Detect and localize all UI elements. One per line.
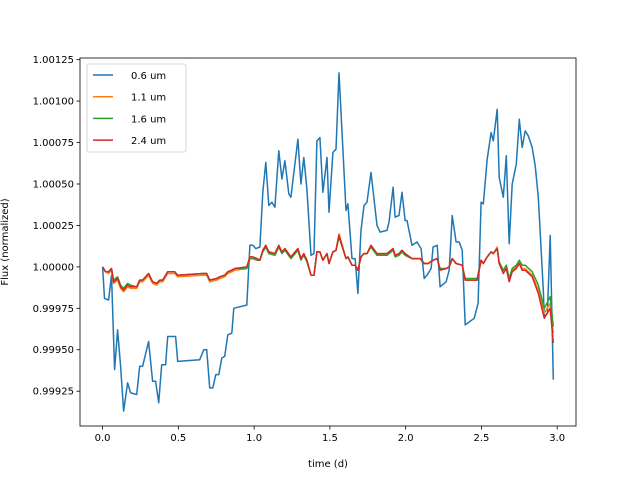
y-axis-ticks: 0.99925 0.99950 0.99975 1.00000 1.00025 1.000… xyxy=(33,55,80,398)
legend-label: 0.6 um xyxy=(131,71,166,82)
x-tick-label: 2.0 xyxy=(398,433,414,444)
legend-label: 2.4 um xyxy=(131,136,166,147)
x-tick-label: 3.0 xyxy=(549,433,565,444)
y-tick-label: 1.00100 xyxy=(33,97,74,108)
x-tick-label: 0.5 xyxy=(170,433,186,444)
legend-label: 1.1 um xyxy=(131,93,166,104)
x-tick-label: 0.0 xyxy=(95,433,111,444)
y-axis-label: Flux (normalized) xyxy=(0,198,11,285)
x-tick-label: 1.0 xyxy=(246,433,262,444)
x-axis-ticks: 0.0 0.5 1.0 1.5 2.0 2.5 3.0 xyxy=(95,426,565,444)
y-tick-label: 1.00075 xyxy=(33,138,74,149)
y-tick-label: 1.00000 xyxy=(33,262,74,273)
y-tick-label: 0.99975 xyxy=(33,304,74,315)
y-tick-label: 0.99950 xyxy=(33,345,74,356)
y-tick-label: 0.99925 xyxy=(33,387,74,398)
y-tick-label: 1.00050 xyxy=(33,179,74,190)
x-tick-label: 1.5 xyxy=(322,433,338,444)
series-line-0-6-um xyxy=(101,72,555,412)
series-lines xyxy=(101,72,555,412)
x-tick-label: 2.5 xyxy=(473,433,489,444)
legend: 0.6 um 1.1 um 1.6 um 2.4 um xyxy=(86,63,187,153)
axes-frame xyxy=(79,57,577,427)
y-tick-label: 1.00125 xyxy=(33,55,74,66)
y-tick-label: 1.00025 xyxy=(33,221,74,232)
legend-label: 1.6 um xyxy=(131,114,166,125)
x-axis-label: time (d) xyxy=(308,459,348,470)
series-line-2-4-um xyxy=(101,234,555,344)
legend-box xyxy=(86,63,187,153)
